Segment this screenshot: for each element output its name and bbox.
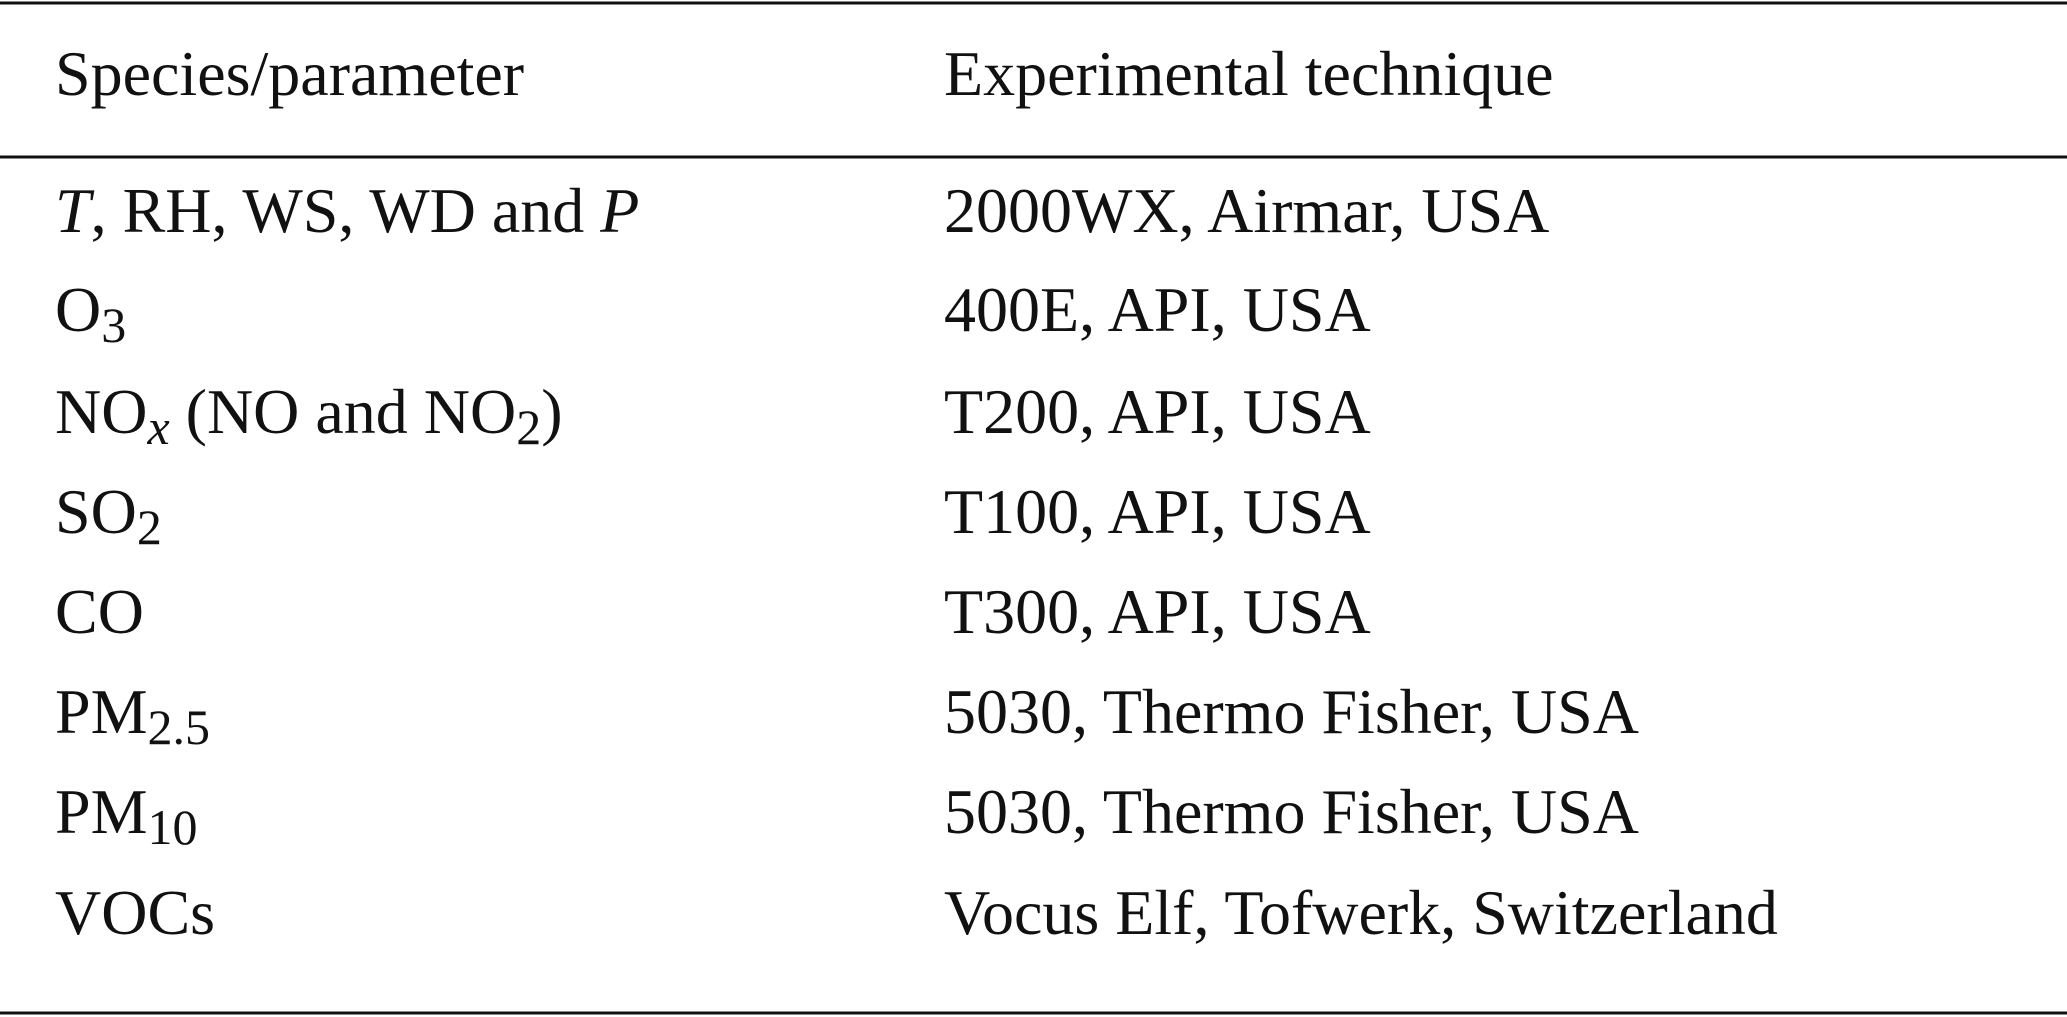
table-cell: T100, API, USA [944, 476, 1371, 547]
subscript: x [146, 399, 169, 455]
table-cell: T, RH, WS, WD and P [55, 175, 639, 246]
text-run: 2000WX, Airmar, USA [944, 175, 1549, 246]
text-run: PM [55, 676, 148, 747]
table-cell: NOx (NO and NO2) [55, 376, 563, 455]
table-cell: 5030, Thermo Fisher, USA [944, 776, 1639, 847]
text-run: (NO and NO [170, 376, 517, 447]
text-run: T [55, 175, 95, 246]
text-run: NO [55, 376, 147, 447]
header-cell: Species/parameter [55, 38, 524, 109]
text-run: , RH, WS, WD and [91, 175, 601, 246]
text-run: ) [541, 376, 562, 447]
text-run: O [55, 274, 101, 345]
table-cell: T300, API, USA [944, 576, 1371, 647]
text-run: CO [55, 576, 144, 647]
table-cell: T200, API, USA [944, 376, 1371, 447]
table-cell: VOCs [55, 877, 215, 948]
table-cell: 5030, Thermo Fisher, USA [944, 676, 1639, 747]
text-run: 5030, Thermo Fisher, USA [944, 776, 1639, 847]
text-run: Vocus Elf, Tofwerk, Switzerland [944, 877, 1778, 948]
table-cell: CO [55, 576, 144, 647]
text-run: T300, API, USA [944, 576, 1371, 647]
table-cell: PM2.5 [55, 676, 210, 755]
subscript: 2 [516, 399, 541, 455]
header-cell: Experimental technique [944, 38, 1554, 109]
table-cell: Vocus Elf, Tofwerk, Switzerland [944, 877, 1778, 948]
text-run: 5030, Thermo Fisher, USA [944, 676, 1639, 747]
table-cell: 2000WX, Airmar, USA [944, 175, 1549, 246]
subscript: 10 [148, 799, 198, 855]
text-run: T200, API, USA [944, 376, 1371, 447]
table-cell: PM10 [55, 776, 198, 855]
text-run: PM [55, 776, 148, 847]
text-run: 400E, API, USA [944, 274, 1371, 345]
table-cell: SO2 [55, 476, 162, 555]
text-run: T100, API, USA [944, 476, 1371, 547]
text-run: VOCs [55, 877, 215, 948]
table-cell: O3 [55, 274, 126, 353]
text-run: SO [55, 476, 137, 547]
subscript: 2 [137, 499, 162, 555]
subscript: 3 [101, 297, 126, 353]
text-run: P [599, 175, 639, 246]
table-cell: 400E, API, USA [944, 274, 1371, 345]
subscript: 2.5 [148, 699, 211, 755]
